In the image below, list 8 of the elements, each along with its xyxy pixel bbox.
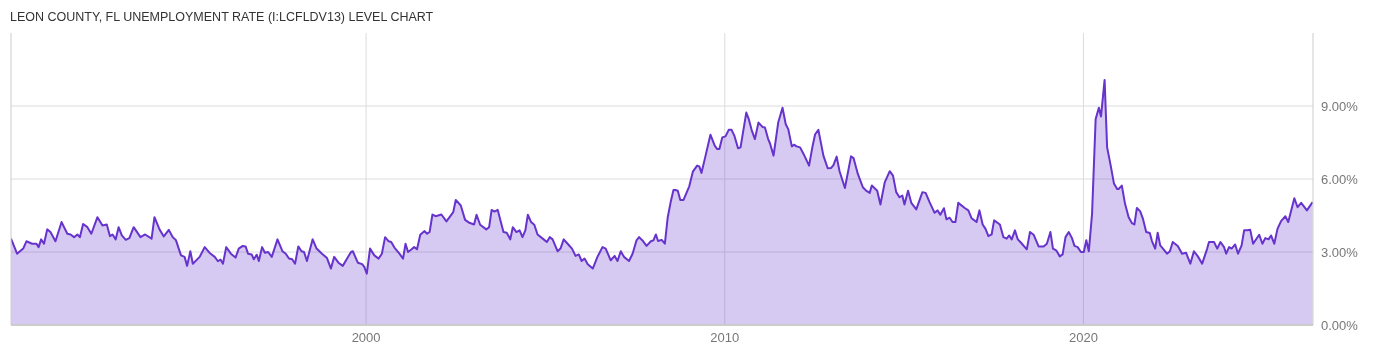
- y-tick-label: 9.00%: [1321, 98, 1359, 114]
- y-tick-label: 0.00%: [1321, 317, 1359, 333]
- x-tick-label: 2020: [1068, 330, 1098, 346]
- y-tick-label: 3.00%: [1321, 244, 1359, 260]
- x-tick-label: 2010: [710, 330, 740, 346]
- x-tick-label: 2000: [351, 330, 381, 346]
- y-tick-label: 6.00%: [1321, 171, 1359, 187]
- chart-title: LEON COUNTY, FL UNEMPLOYMENT RATE (I:LCFLDV13) LEVEL CHART: [9, 9, 435, 26]
